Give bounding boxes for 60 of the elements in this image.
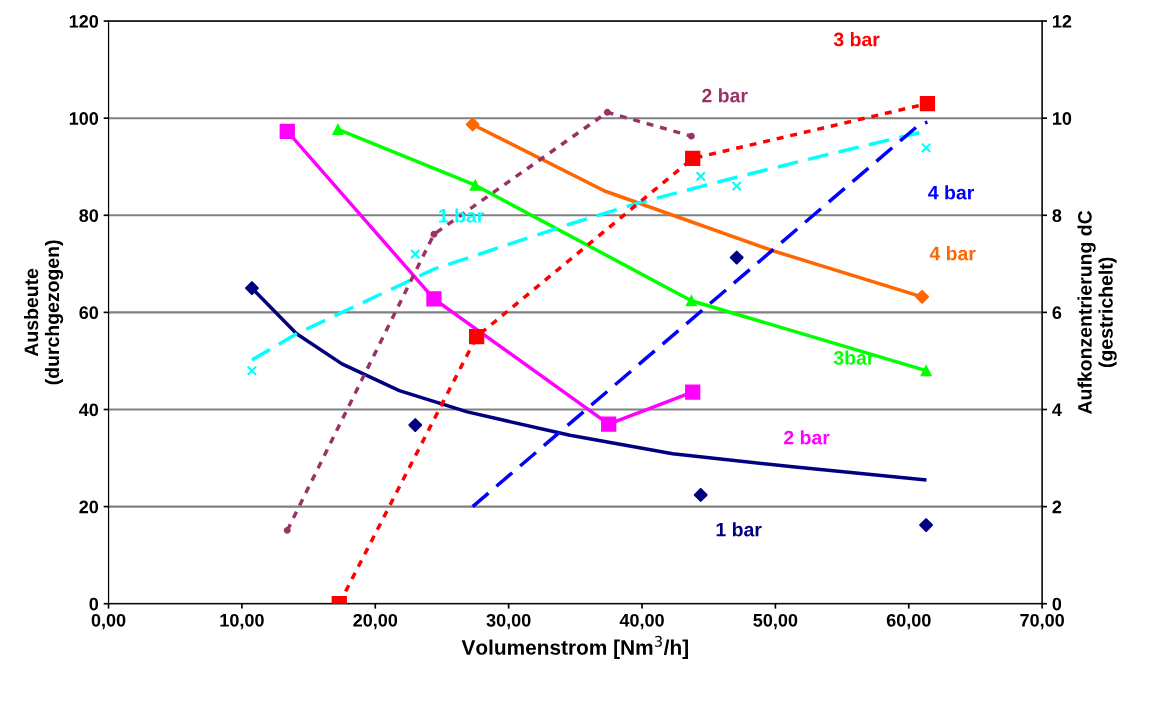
y-tick-label: 60: [79, 306, 99, 320]
series-label: 2 bar: [702, 88, 748, 103]
point: [919, 95, 936, 112]
point: [426, 291, 442, 307]
point: [244, 281, 259, 296]
point: [685, 150, 701, 167]
point: [685, 384, 701, 400]
x-tick-label: 60,00: [886, 613, 931, 630]
y-tick-label: 120: [69, 14, 99, 28]
point: [603, 108, 611, 116]
y2-tick-label: 0: [1052, 597, 1062, 611]
text: 4 bar: [928, 185, 974, 200]
point: [246, 365, 258, 376]
x-tick-label: 10,00: [220, 613, 264, 630]
y-axis-title: Ausbeute (durchgezogen): [23, 240, 64, 385]
x-tick-label: 30,00: [486, 613, 531, 630]
x-tick-label: 70,00: [1020, 613, 1064, 630]
point: [695, 171, 706, 182]
y2-tick-label: 6: [1052, 306, 1062, 320]
point: [919, 518, 934, 532]
point: [693, 488, 708, 502]
y2-axis-title: Aufkonzentrierung dC (gestrichelt): [1077, 210, 1117, 414]
y2-tick-label: 8: [1052, 209, 1062, 222]
y2-tick-label: 4: [1052, 403, 1062, 417]
x-tick-label: 40,00: [619, 613, 664, 630]
series-label: 1 bar: [439, 208, 485, 223]
point: [685, 295, 697, 307]
text: 1 bar: [716, 522, 762, 537]
point: [279, 123, 295, 139]
series-label: 4 bar: [929, 246, 976, 261]
x-tick-label: 0,00: [91, 613, 126, 630]
point: [410, 248, 421, 260]
y-tick-label: 0: [89, 597, 99, 611]
x-axis-title: Volumenstrom [Nm$^{3}$/h]: [461, 635, 688, 659]
point: [731, 180, 742, 192]
point: [915, 289, 930, 304]
point: [332, 123, 344, 135]
point: [687, 132, 695, 140]
x-tick-label: 20,00: [353, 613, 398, 630]
y-tick-label: 100: [69, 112, 99, 125]
point: [283, 526, 291, 534]
y2-tick-label: 2: [1052, 500, 1062, 514]
series-label: 3bar: [833, 350, 875, 365]
point: [920, 142, 932, 153]
y-tick-label: 20: [79, 500, 99, 514]
point: [920, 365, 932, 377]
point: [465, 117, 480, 132]
point: [469, 179, 481, 191]
point: [468, 329, 485, 345]
y-tick-label: 80: [79, 209, 99, 222]
point: [430, 230, 438, 238]
point: [408, 418, 423, 432]
point: [601, 416, 617, 432]
y-tick-label: 40: [79, 403, 99, 417]
text: 2 bar: [784, 430, 830, 445]
y2-tick-label: 10: [1052, 112, 1072, 125]
x-tick-label: 50,00: [753, 613, 798, 630]
y2-tick-label: 12: [1052, 14, 1072, 28]
point: [729, 250, 744, 265]
text: 3 bar: [833, 32, 880, 47]
